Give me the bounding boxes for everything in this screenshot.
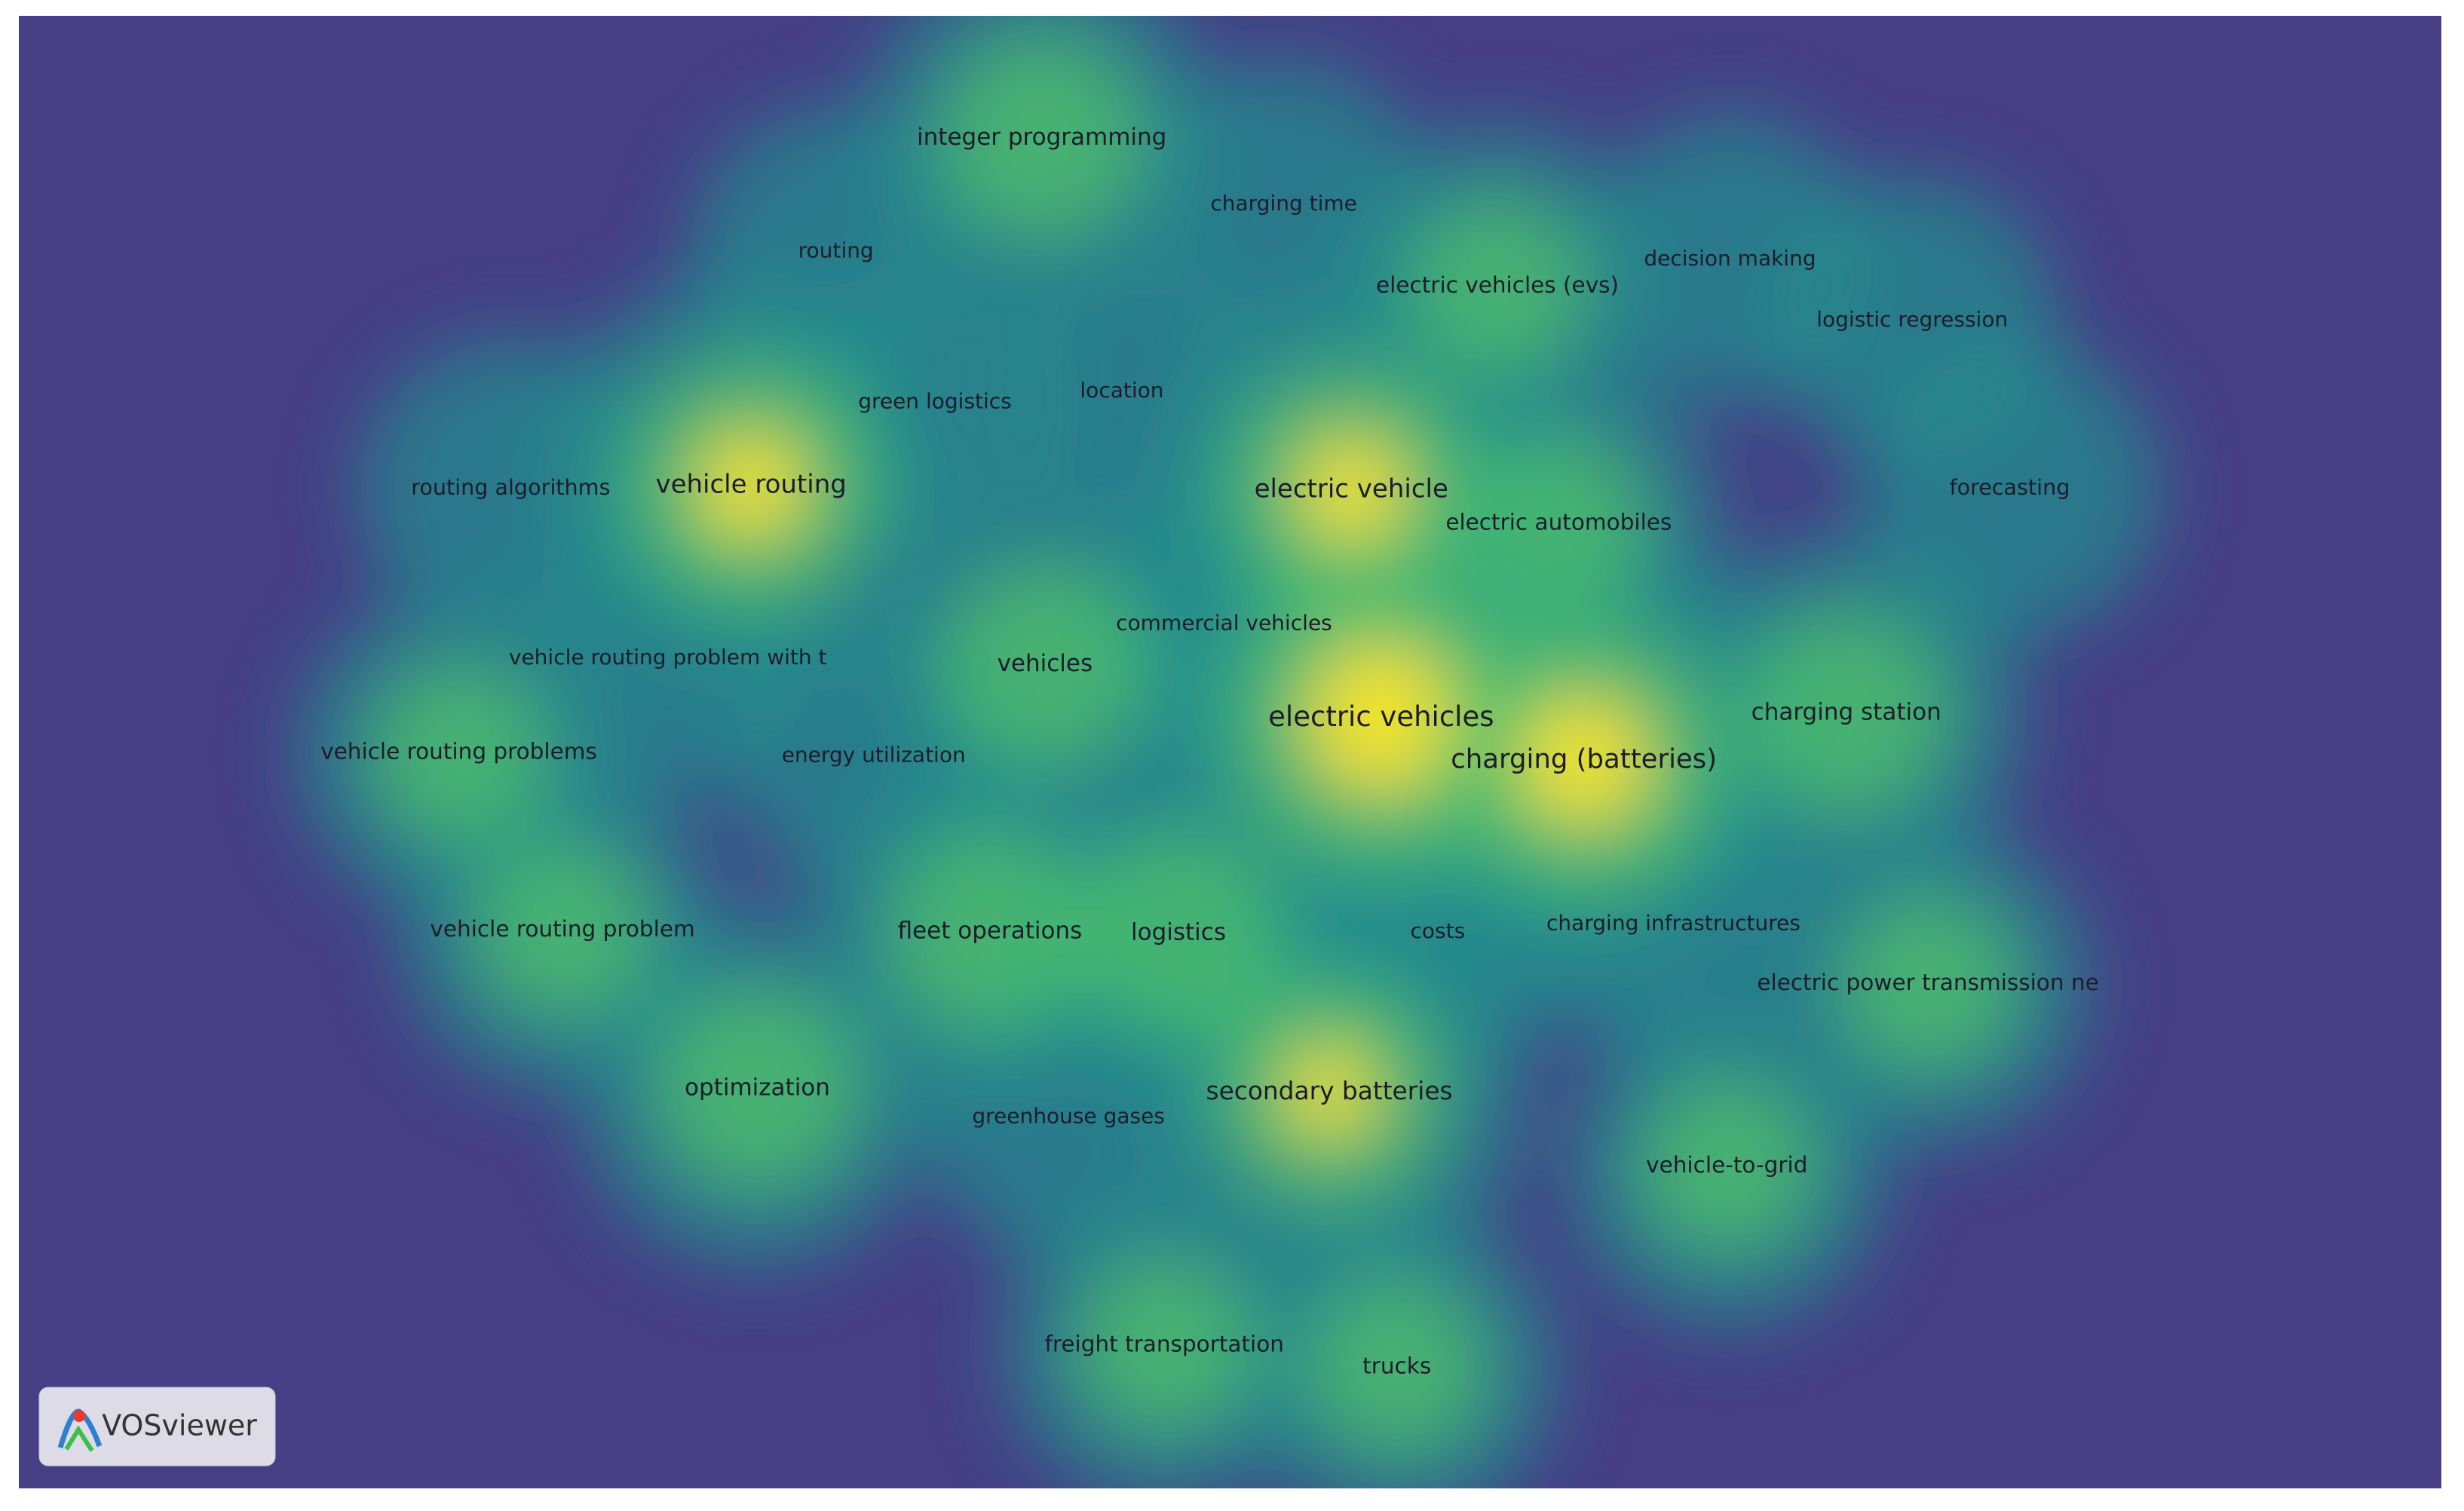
density-core (1074, 1255, 1255, 1435)
density-core (1284, 1047, 1375, 1137)
node-label[interactable]: costs (1411, 918, 1466, 943)
logo-icon-dot (73, 1410, 85, 1422)
node-label[interactable]: electric vehicles (1268, 700, 1494, 733)
density-core (1298, 437, 1405, 544)
node-label[interactable]: vehicle routing problem with t (509, 645, 827, 670)
density-core (473, 840, 652, 1020)
density-core (1637, 1076, 1817, 1256)
node-label[interactable]: optimization (685, 1074, 830, 1102)
logo-icon-part (64, 1425, 94, 1452)
logo-text: VOSviewer (102, 1409, 257, 1442)
node-label[interactable]: freight transportation (1045, 1331, 1284, 1356)
density-core (369, 663, 549, 843)
node-label[interactable]: green logistics (858, 389, 1012, 414)
density-core (938, 34, 1146, 242)
node-label[interactable]: forecasting (1950, 474, 2070, 500)
density-core (941, 560, 1149, 769)
node-label[interactable]: charging station (1751, 699, 1941, 726)
node-label[interactable]: energy utilization (782, 742, 966, 767)
node-label[interactable]: electric automobiles (1445, 509, 1672, 535)
density-core (1074, 829, 1283, 1037)
node-label[interactable]: greenhouse gases (972, 1104, 1165, 1129)
node-label[interactable]: location (1080, 378, 1163, 403)
node-label[interactable]: electric power transmission ne (1757, 970, 2098, 995)
node-label[interactable]: logistics (1131, 918, 1226, 946)
density-core (1519, 696, 1649, 826)
density-core (1305, 642, 1457, 794)
density-core (1307, 1277, 1487, 1457)
node-label[interactable]: vehicle routing problems (320, 739, 597, 765)
density-layer (296, 16, 2162, 1488)
logo[interactable]: VOSviewer (38, 1387, 276, 1467)
node-label[interactable]: vehicle routing problem (430, 916, 694, 942)
node-label[interactable]: secondary batteries (1206, 1077, 1453, 1105)
labels: integer programming charging time routing e… (320, 124, 2099, 1379)
density-core (886, 828, 1094, 1036)
node-label[interactable]: vehicle-to-grid (1646, 1152, 1807, 1178)
node-label[interactable]: charging infrastructures (1546, 910, 1800, 935)
node-label[interactable]: electric vehicles (evs) (1376, 272, 1619, 298)
node-label[interactable]: fleet operations (898, 917, 1083, 944)
node-label[interactable]: charging (batteries) (1451, 744, 1717, 775)
node-label[interactable]: commercial vehicles (1116, 610, 1332, 635)
node-label[interactable]: routing algorithms (411, 474, 610, 500)
node-label[interactable]: routing (798, 238, 874, 262)
density-core (1838, 893, 2018, 1074)
density-core (1742, 609, 1951, 817)
node-label[interactable]: decision making (1644, 246, 1816, 271)
node-label[interactable]: vehicle routing (655, 469, 846, 499)
node-label[interactable]: charging time (1210, 191, 1357, 216)
node-label[interactable]: electric vehicle (1255, 474, 1448, 504)
node-label[interactable]: integer programming (917, 124, 1166, 151)
density-core (1469, 434, 1649, 613)
density-core (697, 432, 805, 539)
node-label[interactable]: trucks (1362, 1353, 1431, 1379)
node-label[interactable]: vehicles (998, 650, 1093, 677)
density-core (653, 985, 862, 1193)
node-label[interactable]: logistic regression (1816, 307, 2008, 332)
density-core (1408, 196, 1587, 376)
